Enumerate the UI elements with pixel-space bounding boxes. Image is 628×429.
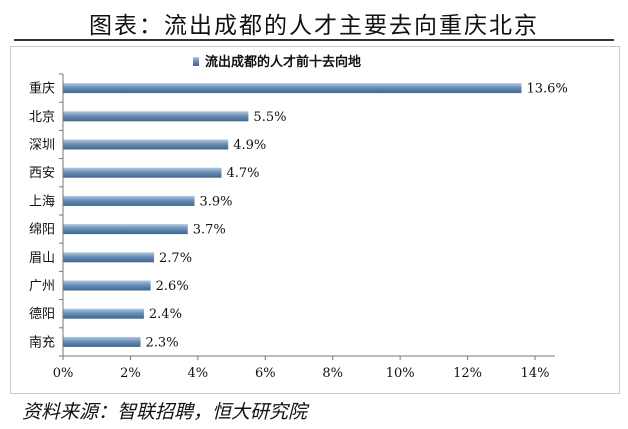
- data-label: 3.9%: [199, 194, 232, 209]
- x-tick-label: 14%: [521, 366, 550, 381]
- category-label: 眉山: [29, 251, 55, 266]
- x-tick-label: 8%: [322, 366, 343, 381]
- data-label: 4.7%: [226, 166, 259, 181]
- data-label: 3.7%: [193, 223, 226, 238]
- bar: [63, 280, 151, 291]
- legend-label: 流出成都的人才前十去向地: [205, 54, 361, 70]
- bar: [63, 111, 249, 122]
- bar: [63, 224, 188, 235]
- category-label: 南充: [29, 334, 55, 350]
- page-title: 图表：流出成都的人才主要去向重庆北京: [89, 13, 539, 39]
- data-label: 2.6%: [156, 279, 189, 294]
- bar: [63, 308, 144, 319]
- category-label: 上海: [29, 194, 55, 209]
- data-label: 5.5%: [253, 110, 286, 125]
- category-label: 德阳: [29, 307, 55, 322]
- category-label: 绵阳: [29, 223, 55, 238]
- category-label: 北京: [29, 110, 55, 125]
- data-label: 2.3%: [146, 335, 179, 350]
- bar-chart: 流出成都的人才前十去向地 重庆 13.6% 北京 5.5% 深圳 4.9% 西安 4.7% 上海…: [29, 54, 568, 381]
- data-label: 13.6%: [527, 82, 568, 97]
- data-label: 2.4%: [149, 307, 182, 322]
- x-tick-label: 12%: [453, 366, 482, 381]
- category-label: 西安: [29, 166, 55, 181]
- chart-legend: 流出成都的人才前十去向地: [193, 54, 361, 70]
- bar: [63, 167, 222, 178]
- title-divider: [14, 39, 614, 41]
- category-label: 深圳: [29, 138, 55, 153]
- x-tick-label: 2%: [120, 366, 141, 381]
- chart-axes: 0% 2% 4% 6% 8% 10% 12% 14%: [53, 73, 555, 381]
- bar-series: 重庆 13.6% 北京 5.5% 深圳 4.9% 西安 4.7% 上海 3.9% 绵阳 3.7% 眉山 2…: [29, 81, 568, 351]
- category-label: 重庆: [29, 81, 55, 97]
- x-tick-label: 0%: [53, 366, 74, 381]
- bar: [63, 336, 141, 347]
- bar: [63, 195, 195, 206]
- x-tick-label: 4%: [188, 366, 209, 381]
- data-label: 2.7%: [159, 251, 192, 266]
- x-tick-label: 6%: [255, 366, 276, 381]
- category-label: 广州: [29, 279, 55, 294]
- bar: [63, 83, 522, 94]
- x-tick-label: 10%: [386, 366, 415, 381]
- bar: [63, 139, 229, 150]
- bar: [63, 252, 155, 263]
- legend-swatch: [193, 57, 199, 66]
- data-label: 4.9%: [233, 138, 266, 153]
- chart-frame: 流出成都的人才前十去向地 重庆 13.6% 北京 5.5% 深圳 4.9% 西安 4.7% 上海…: [10, 46, 620, 394]
- source-note: 资料来源：智联招聘，恒大研究院: [22, 401, 308, 423]
